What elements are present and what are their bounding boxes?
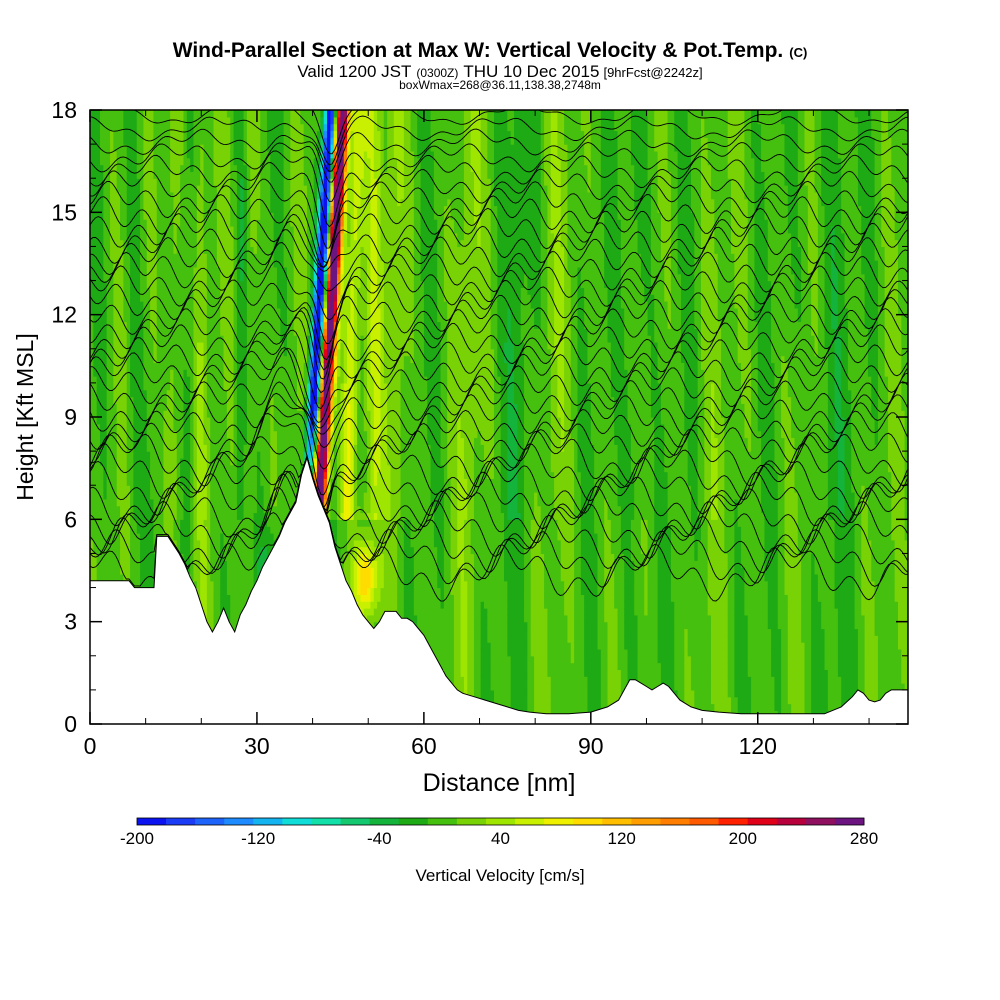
y-tick-label: 0 [64,711,77,737]
colorbar-frame [136,817,865,826]
colorbar-label: Vertical Velocity [cm/s] [415,866,584,885]
colorbar [136,817,865,826]
y-axis-label: Height [Kft MSL] [12,333,38,500]
colorbar-tick-label: -200 [120,829,154,848]
chart-subtitle: Valid 1200 JST (0300Z) THU 10 Dec 2015 [9hr… [297,62,702,81]
colorbar-tick-label: 120 [608,829,636,848]
colorbar-swatch [573,818,603,825]
colorbar-swatch [195,818,225,825]
x-tick-label: 30 [244,733,270,759]
colorbar-swatch [602,818,632,825]
colorbar-swatch [253,818,283,825]
colorbar-swatch [166,818,196,825]
terrain-mask [90,456,908,724]
y-tick-label: 9 [64,404,77,430]
plot-area [90,110,908,724]
colorbar-swatch [137,818,167,825]
colorbar-swatch [485,818,516,825]
x-axis: 0 30 60 90 120 [84,110,870,759]
y-tick-label: 12 [51,302,77,328]
colorbar-swatch [311,818,341,825]
colorbar-swatch [660,818,690,825]
potential-temperature-contours [90,110,908,602]
x-axis-label: Distance [nm] [423,769,576,797]
y-tick-label: 18 [51,97,77,123]
colorbar-tick-label: -120 [241,829,275,848]
chart-title: Wind-Parallel Section at Max W: Vertical… [173,39,808,62]
colorbar-tick-label: 280 [850,829,878,848]
x-tick-label: 120 [739,733,777,759]
colorbar-tick-labels: -200 -120 -40 40 120 200 280 [120,829,878,848]
colorbar-swatch [515,818,545,825]
y-tick-label: 15 [51,199,77,225]
chart-subtitle-box: boxWmax=268@36.11,138.38,2748m [399,78,601,92]
colorbar-swatch [776,818,807,825]
colorbar-swatch [427,818,458,825]
colorbar-swatch [398,818,429,825]
colorbar-tick-label: 200 [729,829,757,848]
colorbar-swatch [805,818,836,825]
colorbar-tick-label: 40 [491,829,510,848]
colorbar-swatch [340,818,371,825]
colorbar-swatch [369,818,400,825]
colorbar-swatch [631,818,661,825]
colorbar-swatch [834,818,865,825]
colorbar-swatch [747,818,778,825]
x-tick-label: 60 [411,733,437,759]
y-axis: 0 3 6 9 12 15 18 [51,97,908,737]
x-tick-label: 0 [84,733,97,759]
colorbar-swatch [456,818,487,825]
colorbar-swatch [689,818,719,825]
y-tick-label: 6 [64,506,77,532]
colorbar-swatch [224,818,254,825]
colorbar-tick-label: -40 [367,829,392,848]
x-tick-label: 90 [578,733,604,759]
y-tick-label: 3 [64,609,77,635]
colorbar-swatch [718,818,749,825]
colorbar-swatch [282,818,312,825]
colorbar-swatch [544,818,574,825]
